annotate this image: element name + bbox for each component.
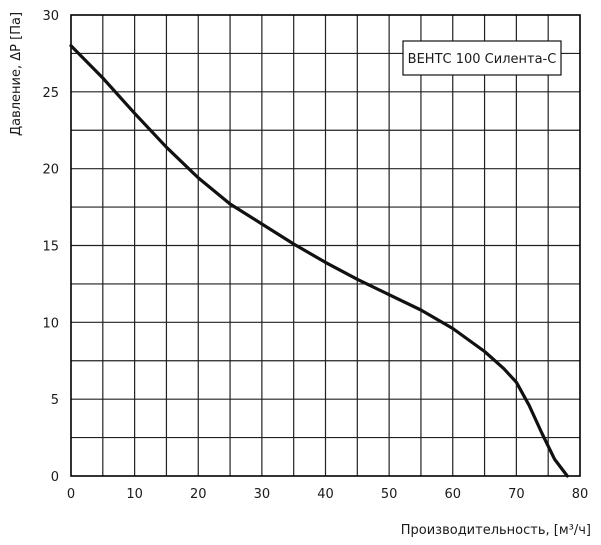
legend-box bbox=[402, 40, 562, 76]
x-tick-label: 20 bbox=[190, 487, 207, 502]
series-layer bbox=[69, 44, 569, 478]
x-tick-label: 30 bbox=[254, 487, 271, 502]
y-tick-label: 15 bbox=[42, 240, 59, 255]
series-line-0 bbox=[69, 44, 569, 478]
y-tick-label: 0 bbox=[51, 470, 59, 485]
grid-lines bbox=[71, 15, 580, 476]
legend: ВЕНТС 100 Силента-С bbox=[402, 40, 562, 76]
x-axis-label: Производительность, [м³/ч] bbox=[401, 523, 591, 538]
y-tick-label: 30 bbox=[42, 9, 59, 24]
x-tick-label: 0 bbox=[67, 487, 75, 502]
x-tick-label: 60 bbox=[444, 487, 461, 502]
x-tick-label: 40 bbox=[317, 487, 334, 502]
y-tick-label: 5 bbox=[51, 393, 59, 408]
y-tick-label: 20 bbox=[42, 163, 59, 178]
y-tick-label: 25 bbox=[42, 86, 59, 101]
y-tick-label: 10 bbox=[42, 316, 59, 331]
x-tick-label: 80 bbox=[572, 487, 589, 502]
plot-border bbox=[70, 14, 581, 477]
x-tick-label: 10 bbox=[126, 487, 143, 502]
x-tick-label: 70 bbox=[508, 487, 525, 502]
y-axis-label: Давление, ΔP [Па] bbox=[9, 12, 24, 136]
x-tick-label: 50 bbox=[381, 487, 398, 502]
plot-frame bbox=[70, 14, 581, 477]
tick-labels: 0 10 20 30 40 50 60 70 80 0 5 10 15 20 25 30 bbox=[42, 9, 588, 502]
legend-label: ВЕНТС 100 Силента-С bbox=[408, 52, 557, 67]
